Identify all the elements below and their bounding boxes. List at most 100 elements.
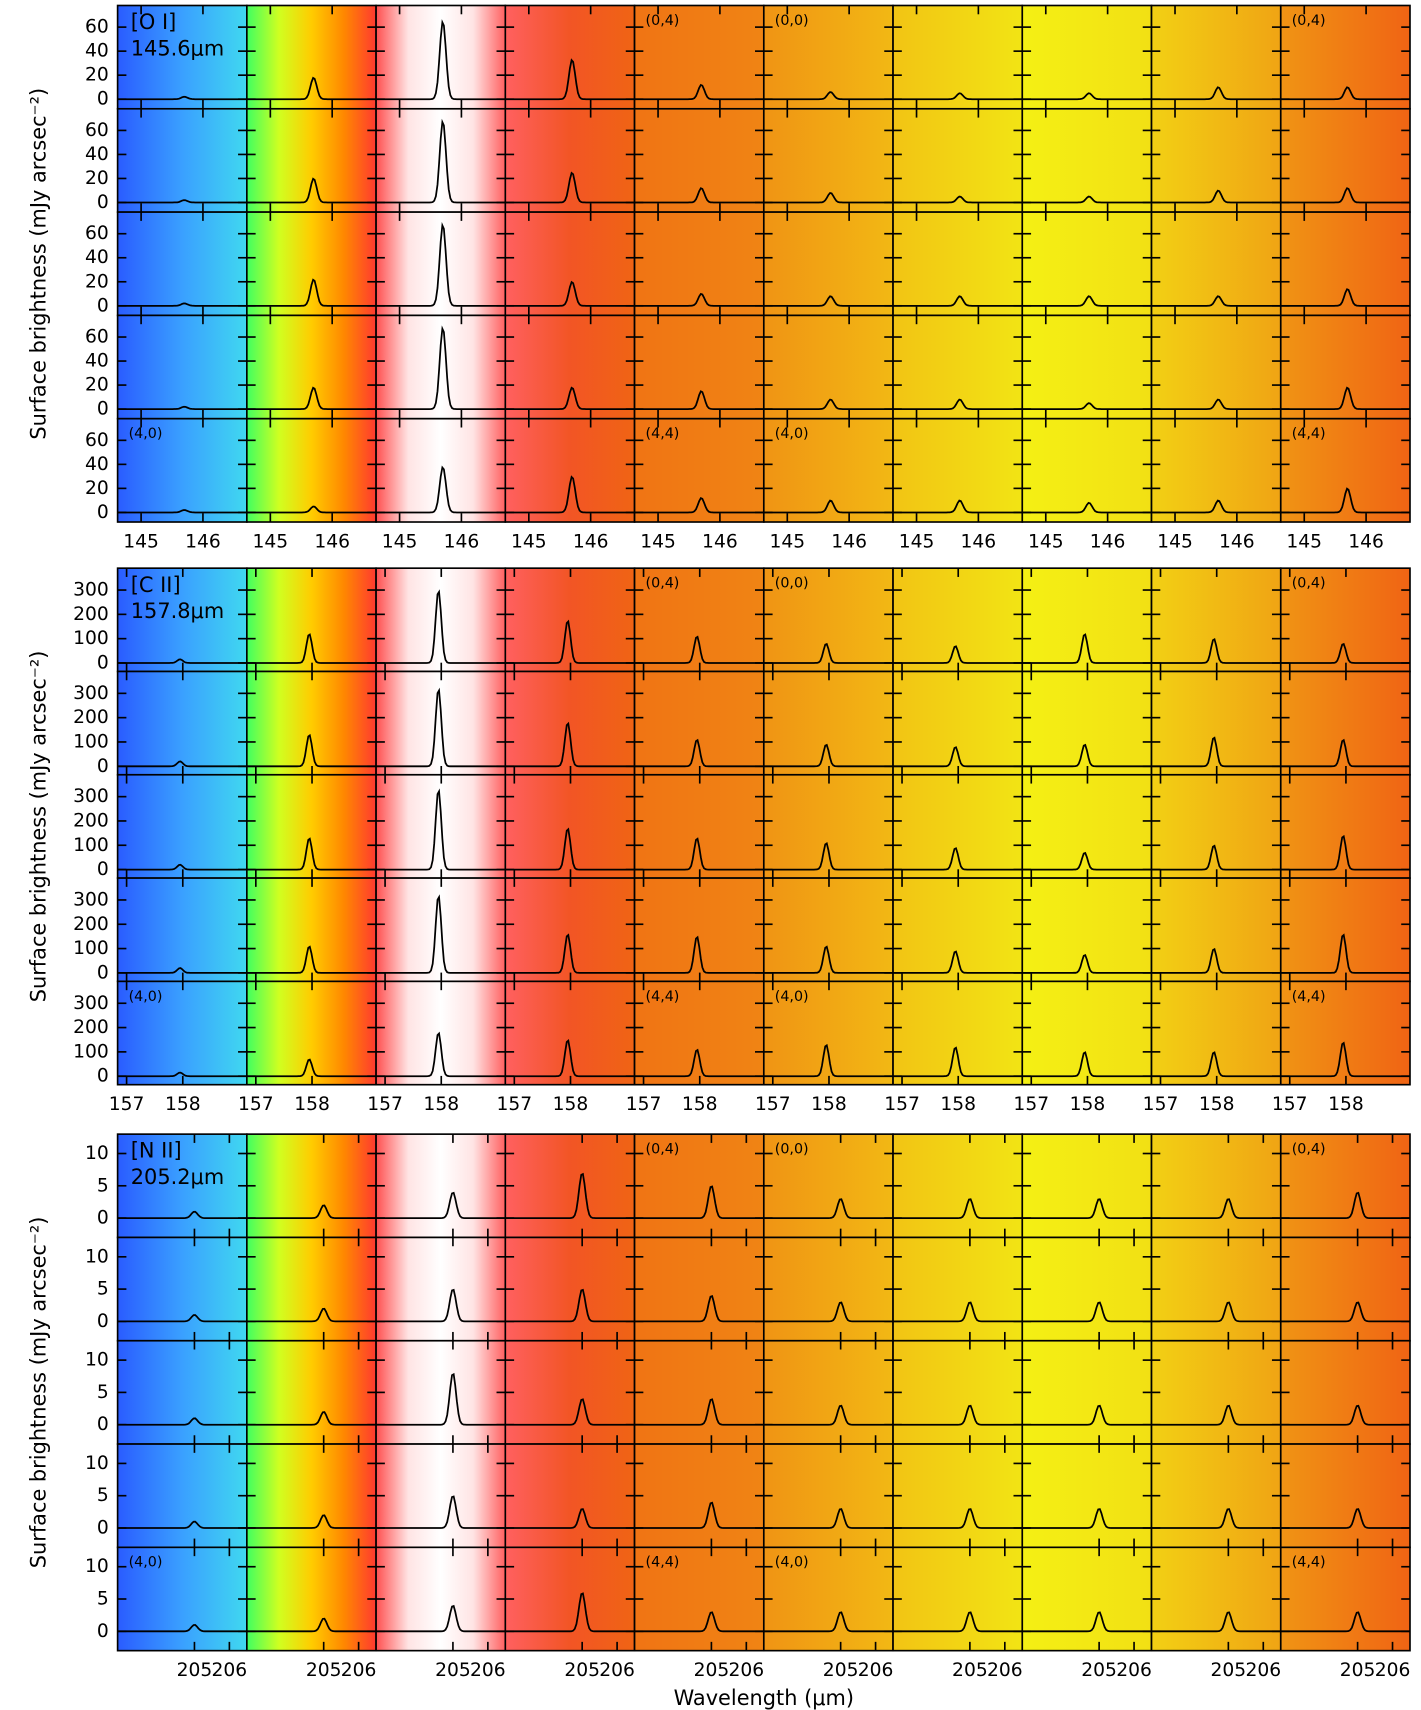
x-tick-label: 145 xyxy=(1157,531,1193,552)
spectrum xyxy=(376,894,506,974)
spectrum xyxy=(117,1314,247,1323)
spectrum xyxy=(117,302,247,307)
y-tick-label: 5 xyxy=(97,1279,109,1300)
spectrum xyxy=(117,1071,247,1078)
cell-background xyxy=(117,1237,247,1341)
spectrum xyxy=(376,788,506,871)
spectrum xyxy=(376,589,506,664)
spectrum xyxy=(246,386,377,411)
spectrum xyxy=(505,827,635,871)
x-tick-label: 205 xyxy=(177,1660,213,1681)
y-tick-label: 0 xyxy=(97,652,109,673)
spectrum xyxy=(634,1185,764,1219)
cell-background xyxy=(376,315,506,419)
spectrum xyxy=(376,222,506,307)
y-tick-label: 10 xyxy=(85,1246,109,1267)
spectrum xyxy=(376,118,506,204)
spectrum xyxy=(1280,933,1410,974)
x-tick-label: 145 xyxy=(899,531,935,552)
cell-background xyxy=(505,878,635,982)
cell-background xyxy=(376,1237,506,1341)
cell-label: (0,4) xyxy=(646,13,680,29)
cell-background xyxy=(376,981,506,1085)
y-tick-label: 0 xyxy=(97,502,109,523)
y-tick-label: 100 xyxy=(73,835,109,856)
y-tick-label: 200 xyxy=(73,604,109,625)
spectrum xyxy=(763,91,894,101)
cell-label: (4,0) xyxy=(775,1555,809,1571)
x-tick-label: 205 xyxy=(435,1660,471,1681)
cell-background xyxy=(1151,774,1281,879)
cell-background xyxy=(1151,5,1281,109)
cell-frame xyxy=(1279,417,1411,523)
cell-label: (4,0) xyxy=(129,989,163,1005)
spectrum xyxy=(893,1611,1023,1633)
x-tick-label: 146 xyxy=(702,531,738,552)
cell-background xyxy=(634,108,764,213)
cell-background xyxy=(505,1547,635,1651)
cell-background xyxy=(763,5,894,109)
y-tick-label: 0 xyxy=(97,756,109,777)
spectrum xyxy=(893,1508,1023,1529)
spectrum xyxy=(763,1043,894,1078)
spectrum xyxy=(634,1294,764,1323)
x-tick-label: 146 xyxy=(444,531,480,552)
spectrum xyxy=(246,278,377,307)
spectrum xyxy=(117,199,247,204)
y-tick-label: 0 xyxy=(97,89,109,110)
spectrum xyxy=(1280,642,1410,664)
x-tick-label: 146 xyxy=(185,531,221,552)
x-tick-label: 157 xyxy=(496,1094,532,1115)
x-tick-label: 158 xyxy=(553,1094,589,1115)
wavelength-label: 145.6μm xyxy=(131,36,224,60)
x-tick-label: 206 xyxy=(729,1660,765,1681)
cell-background xyxy=(893,5,1023,109)
spectrum xyxy=(1280,1301,1410,1323)
cell-background xyxy=(117,1547,247,1651)
cell-background xyxy=(763,1134,894,1238)
x-tick-label: 158 xyxy=(811,1094,847,1115)
y-tick-label: 0 xyxy=(97,192,109,213)
cell-background xyxy=(1022,774,1152,879)
x-tick-label: 145 xyxy=(382,531,418,552)
cell-background xyxy=(1280,774,1410,879)
spectrum xyxy=(634,497,764,514)
cell-background xyxy=(505,1134,635,1238)
cell-background xyxy=(246,1444,377,1548)
cell-background xyxy=(117,671,247,775)
spectrum xyxy=(634,292,764,307)
cell-label: (4,4) xyxy=(646,989,680,1005)
cell-background xyxy=(634,1340,764,1445)
cell-background xyxy=(763,878,894,982)
cell-background xyxy=(376,1134,506,1238)
cell-background xyxy=(763,1237,894,1341)
cell-background xyxy=(634,315,764,419)
y-tick-label: 20 xyxy=(85,375,109,396)
spectrum xyxy=(376,1031,506,1078)
cell-background xyxy=(117,315,247,419)
x-tick-label: 157 xyxy=(367,1094,403,1115)
spectrum xyxy=(246,945,377,974)
spectrum xyxy=(505,386,635,411)
spectrum xyxy=(1151,947,1281,974)
cell-background xyxy=(1151,981,1281,1085)
spectrum xyxy=(505,58,635,101)
y-tick-label: 10 xyxy=(85,1350,109,1371)
x-tick-label: 145 xyxy=(1286,531,1322,552)
x-tick-label: 145 xyxy=(511,531,547,552)
spectrum xyxy=(763,1611,894,1633)
x-tick-label: 145 xyxy=(769,531,805,552)
spectrum xyxy=(1022,295,1152,307)
cell-background xyxy=(1022,878,1152,982)
spectrum xyxy=(1022,195,1152,204)
cell-background xyxy=(1280,1340,1410,1445)
cell-background xyxy=(1280,1237,1410,1341)
x-tick-label: 158 xyxy=(423,1094,459,1115)
y-tick-label: 40 xyxy=(85,144,109,165)
cell-background xyxy=(1280,1444,1410,1548)
x-tick-label: 205 xyxy=(1340,1660,1376,1681)
y-tick-label: 20 xyxy=(85,478,109,499)
cell-background xyxy=(634,1134,764,1238)
spectrum xyxy=(763,842,894,871)
spectrum xyxy=(117,95,247,101)
